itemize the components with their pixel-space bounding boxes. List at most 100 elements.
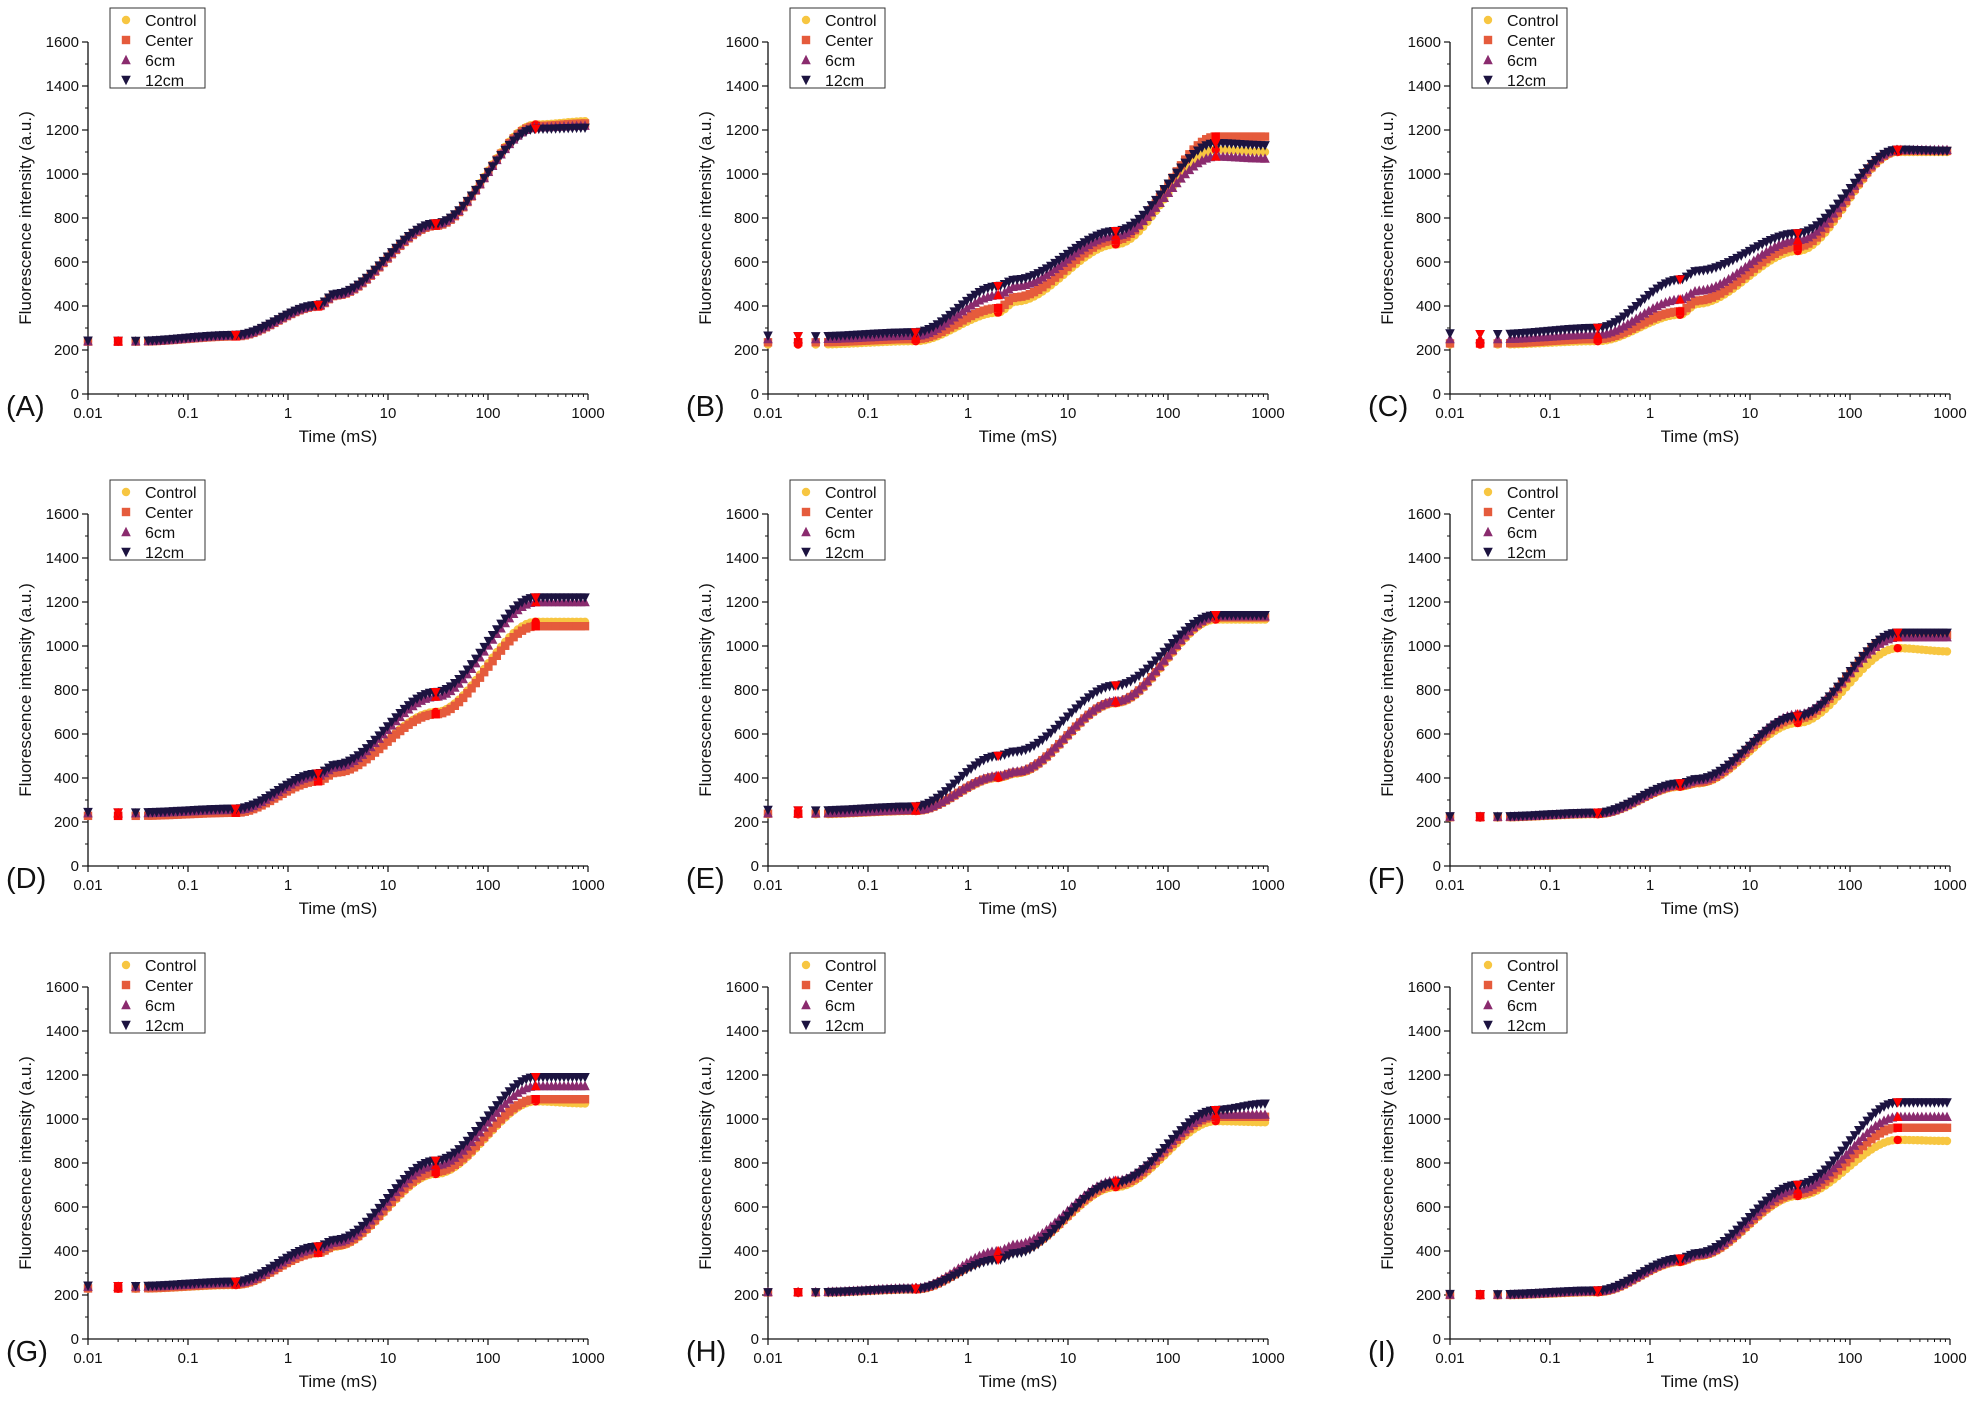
y-tick-label: 800 [1416, 210, 1441, 227]
data-point [810, 1288, 821, 1298]
legend-label: 12cm [825, 545, 864, 562]
x-tick-label: 1000 [1251, 405, 1284, 422]
data-point [403, 1170, 414, 1181]
key-point [1475, 339, 1485, 348]
x-tick-label: 0.01 [1435, 405, 1464, 422]
data-point [479, 1116, 490, 1127]
panel-label: (E) [686, 863, 725, 895]
y-tick-label: 1400 [46, 550, 79, 567]
x-tick-label: 1 [284, 877, 292, 894]
key-point [910, 328, 921, 338]
data-point [366, 751, 376, 761]
data-point [1757, 249, 1768, 259]
data-point [1518, 338, 1528, 347]
data-point [1058, 1216, 1069, 1226]
x-tick-label: 100 [1155, 877, 1180, 894]
y-tick-label: 400 [54, 298, 79, 315]
legend-marker [1483, 507, 1493, 517]
data-point [361, 744, 372, 754]
data-point [479, 1122, 490, 1132]
key-point [793, 332, 803, 342]
key-point [1792, 229, 1803, 239]
data-point [1235, 132, 1245, 141]
legend-marker [121, 507, 131, 517]
data-point [471, 678, 481, 688]
y-tick-label: 1000 [726, 638, 759, 655]
legend-label: Center [1507, 978, 1556, 995]
data-point [1829, 214, 1838, 223]
y-tick-label: 0 [71, 1331, 79, 1348]
legend-marker [121, 526, 131, 537]
key-point [430, 1156, 441, 1166]
data-point [1167, 644, 1178, 655]
data-point [1445, 339, 1455, 348]
legend-marker [121, 35, 131, 45]
data-point [1744, 1212, 1755, 1223]
data-point [492, 625, 502, 635]
data-point [324, 771, 334, 780]
data-point [366, 1213, 376, 1223]
x-tick-label: 10 [1742, 877, 1759, 894]
key-point [1110, 1178, 1121, 1188]
data-point [1163, 650, 1174, 660]
key-point [1893, 1135, 1902, 1145]
x-axis-title: Time (mS) [1661, 427, 1740, 446]
key-point [1210, 1106, 1221, 1116]
data-point [1075, 1198, 1086, 1209]
key-point [313, 300, 323, 311]
x-tick-label: 1 [964, 405, 972, 422]
data-point [1639, 308, 1650, 318]
x-tick-label: 100 [1155, 1350, 1180, 1367]
data-point [504, 609, 515, 619]
data-point [962, 302, 972, 313]
data-point [1163, 187, 1174, 198]
x-tick-label: 0.01 [753, 1350, 782, 1367]
data-point [345, 765, 355, 774]
y-tick-label: 400 [1416, 298, 1441, 315]
data-point [580, 593, 590, 603]
y-tick-label: 800 [1416, 682, 1441, 699]
y-tick-label: 200 [734, 342, 759, 359]
chart-panel-h: 0 200 400 600 800 1000 1200 1400 1600 0.01 0.1 1 10 1… [686, 952, 1285, 1391]
key-point [1210, 139, 1221, 149]
series-12cm [1445, 628, 1952, 822]
legend-marker [121, 54, 131, 65]
data-point [1854, 656, 1864, 667]
data-point [1858, 1121, 1868, 1131]
key-point [531, 1095, 540, 1104]
chart-panel-c: 0 200 400 600 800 1000 1200 1400 1600 0.01 0.1 1 10 1… [1368, 7, 1967, 446]
legend-label: 12cm [825, 1018, 864, 1035]
data-point [475, 180, 485, 190]
series-12cm [763, 139, 1270, 342]
data-point [1728, 281, 1738, 290]
legend-marker [801, 507, 811, 517]
data-point [483, 636, 494, 647]
legend: Control Center 6cm 12cm [109, 479, 206, 562]
x-tick-label: 0.1 [178, 405, 199, 422]
data-point [1761, 1196, 1772, 1207]
key-point [993, 1245, 1003, 1256]
data-point [1833, 1151, 1843, 1162]
data-point [492, 1119, 502, 1128]
series-12cm [83, 123, 590, 347]
data-point [387, 1197, 397, 1207]
panel-label: (A) [6, 391, 45, 423]
data-point [1833, 1166, 1843, 1175]
x-axis-title: Time (mS) [299, 427, 378, 446]
legend-label: 6cm [825, 998, 855, 1015]
data-point [580, 1095, 590, 1104]
data-point [1728, 271, 1738, 281]
data-point [1866, 159, 1877, 170]
legend-marker [801, 980, 811, 990]
y-tick-label: 1400 [1408, 78, 1441, 95]
legend-marker [1483, 487, 1493, 497]
key-point [1210, 611, 1221, 621]
data-point [1828, 204, 1839, 215]
data-point [1820, 696, 1831, 707]
data-point [810, 806, 821, 816]
data-point [466, 1132, 477, 1142]
key-point [1592, 808, 1603, 818]
x-tick-label: 1000 [1933, 405, 1966, 422]
data-point [580, 123, 590, 134]
data-point [1631, 301, 1642, 312]
